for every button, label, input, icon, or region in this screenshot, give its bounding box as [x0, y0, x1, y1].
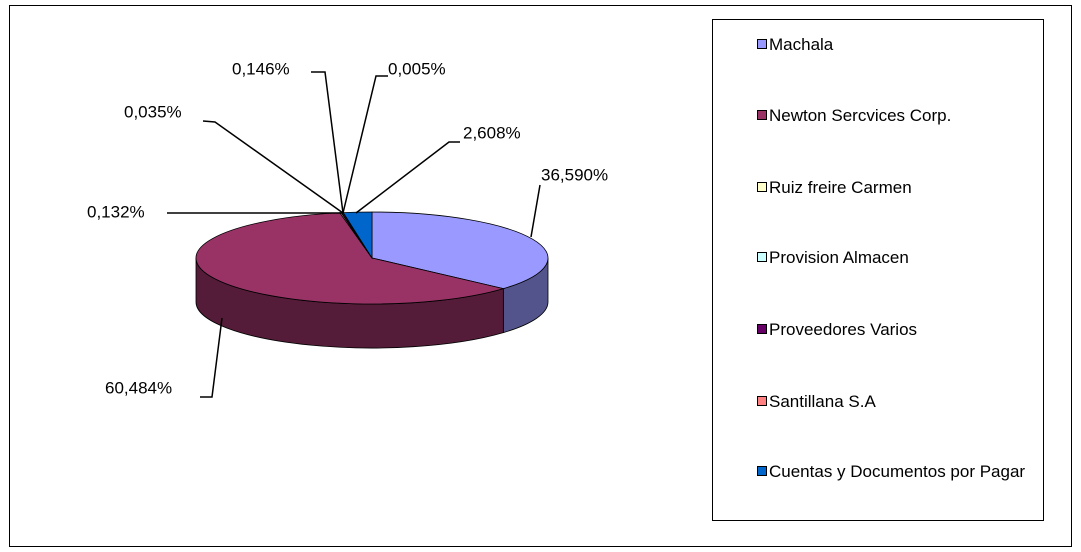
legend-label: Machala [769, 35, 834, 54]
pie-slice [371, 211, 549, 290]
legend-swatch [757, 252, 767, 262]
legend-item: Proveedores Varios [769, 320, 918, 339]
leader-line [200, 317, 223, 398]
legend-swatch [757, 39, 767, 49]
legend-item: Santillana S.A [769, 392, 876, 411]
data-label: 0,146% [232, 59, 290, 78]
legend-label: Proveedores Varios [769, 320, 918, 339]
leader-line [202, 120, 344, 214]
pie-tops [195, 211, 549, 305]
pie-slice [195, 212, 505, 305]
legend-label: Newton Sercvices Corp. [769, 106, 952, 125]
legend-swatch [757, 466, 767, 476]
legend-item: Newton Sercvices Corp. [769, 106, 952, 125]
legend-label: Santillana S.A [769, 392, 876, 411]
leader-line [342, 75, 388, 214]
data-label: 60,484% [105, 378, 172, 397]
data-label: 0,132% [87, 202, 145, 221]
data-label: 0,005% [388, 59, 446, 78]
legend-label: Ruiz freire Carmen [769, 178, 912, 197]
legend-label: Cuentas y Documentos por Pagar [769, 462, 1026, 481]
legend-item: Cuentas y Documentos por Pagar [769, 462, 1026, 481]
legend-swatch [757, 396, 767, 406]
leader-line [530, 184, 541, 238]
legend-swatch [757, 324, 767, 334]
legend-swatch [757, 182, 767, 192]
leader-line [355, 141, 460, 214]
data-label: 2,608% [463, 123, 521, 142]
legend-swatch [757, 110, 767, 120]
legend-item: Ruiz freire Carmen [769, 178, 912, 197]
leader-line [311, 71, 344, 214]
data-label: 0,035% [124, 102, 182, 121]
legend-box [712, 19, 1044, 521]
legend-item: Provision Almacen [769, 248, 909, 267]
legend-item: Machala [769, 35, 834, 54]
legend-label: Provision Almacen [769, 248, 909, 267]
data-label: 36,590% [541, 165, 608, 184]
